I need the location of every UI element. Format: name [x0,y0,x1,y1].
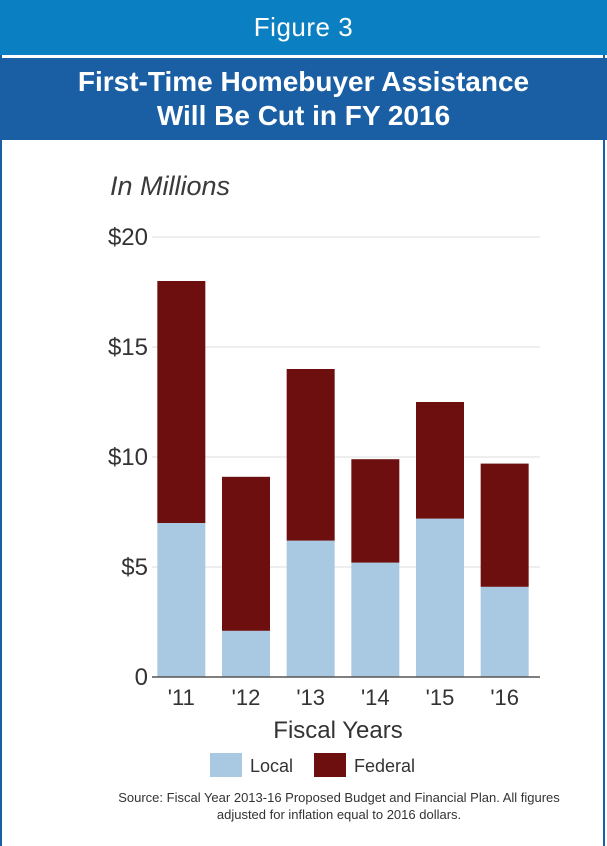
bar-local [286,540,335,677]
bar-federal [480,463,529,587]
legend-swatch-federal [314,753,346,777]
figure-label: Figure 3 [253,12,354,42]
bar-federal [416,402,464,519]
bar-local [222,630,270,677]
bar-federal [157,281,206,523]
x-axis-title: Fiscal Years [273,717,402,744]
y-tick-label: $20 [108,224,148,251]
y-tick-label: 0 [135,664,148,691]
legend-label-local: Local [250,756,293,776]
bar-federal [286,369,335,541]
y-tick-label: $10 [108,444,148,471]
bar-local [416,518,464,677]
unit-label: In Millions [110,171,230,201]
stacked-bar-chart: In Millions 0 $5 $10 $15 $20 '11 '12 '13 '14 '15 '1… [108,171,540,777]
source-note: Source: Fiscal Year 2013-16 Proposed Bud… [118,790,560,822]
bar-federal [222,476,270,631]
figure-label-bar: Figure 3 [0,0,607,55]
bar-local [157,523,206,677]
bar-local [351,562,400,677]
y-tick-label: $15 [108,334,148,361]
title-bar: First-Time Homebuyer Assistance Will Be … [0,58,607,140]
x-tick-label: '16 [490,685,519,710]
x-tick-label: '14 [361,685,390,710]
x-tick-label: '11 [168,685,195,710]
legend-swatch-local [210,753,242,777]
x-tick-label: '13 [296,685,325,710]
y-tick-label: $5 [121,554,148,581]
chart-title-line-2: Will Be Cut in FY 2016 [156,100,451,131]
legend-label-federal: Federal [354,756,415,776]
bar-local [480,586,529,677]
x-tick-label: '15 [426,685,455,710]
bar-federal [351,459,400,563]
x-tick-label: '12 [232,685,261,710]
chart-title-line-1: First-Time Homebuyer Assistance [77,66,530,97]
